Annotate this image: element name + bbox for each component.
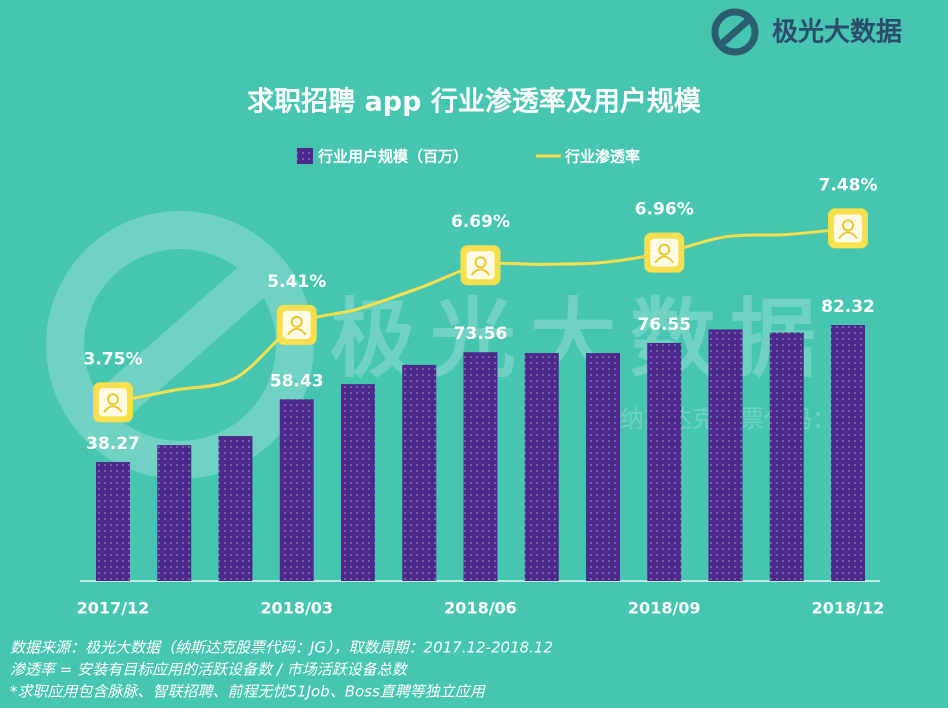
marker-inner (834, 214, 862, 243)
bar (463, 352, 498, 581)
footnote: *求职应用包含脉脉、智联招聘、前程无忧51Job、Boss直聘等独立应用 (10, 683, 487, 701)
x-tick-label: 2018/03 (260, 599, 333, 618)
line-value-label: 7.48% (819, 175, 878, 195)
bar (524, 353, 559, 581)
logo-icon (711, 8, 759, 56)
chart-title: 求职招聘 app 行业渗透率及用户规模 (247, 86, 701, 118)
line-marker (644, 232, 685, 273)
marker-inner (282, 310, 311, 339)
x-tick-label: 2018/09 (628, 599, 701, 618)
marker-icon (838, 231, 858, 240)
line-marker (276, 304, 317, 345)
marker-icon (103, 405, 123, 413)
footnote: 数据来源：极光大数据（纳斯达克股票代码：JG），取数周期：2017.12-201… (10, 639, 553, 657)
bar (96, 461, 130, 581)
line-value-label: 6.69% (451, 212, 510, 232)
bar (341, 384, 375, 581)
bar (708, 329, 743, 581)
bar (402, 364, 437, 581)
plot: 2017/12 2018/03 2018/06 2018/09 2018/12 38.27… (77, 175, 885, 617)
marker-icon (658, 243, 671, 256)
bar (218, 436, 253, 581)
line-value-label: 6.96% (635, 200, 694, 220)
logo-icon (715, 14, 755, 50)
marker-inner (99, 388, 127, 417)
bar (647, 342, 682, 581)
logo: 极光大数据 (711, 8, 902, 56)
marker-inner (650, 238, 679, 267)
line-value-label: 3.75% (84, 349, 143, 369)
x-tick-label: 2018/12 (812, 599, 885, 618)
line-marker (93, 382, 133, 423)
x-tick-label: 2018/06 (444, 599, 517, 618)
marker-icon (107, 393, 119, 406)
bar-value-label: 58.43 (270, 371, 324, 391)
marker-icon (286, 327, 307, 336)
marker-icon (654, 255, 675, 264)
bar (586, 353, 620, 581)
x-tick-label: 2017/12 (77, 599, 150, 618)
marker-icon (470, 268, 491, 276)
marker-icon (290, 315, 303, 328)
marker-icon (842, 219, 854, 232)
bar (279, 399, 314, 581)
line-marker (828, 208, 868, 249)
marker-icon (474, 256, 487, 269)
bar (157, 445, 192, 581)
logo-text: 极光大数据 (772, 18, 902, 48)
legend-label: 行业用户规模（百万） (317, 148, 468, 166)
legend-label: 行业渗透率 (564, 148, 640, 166)
bar-value-label: 73.56 (454, 324, 508, 344)
line-marker (460, 245, 501, 286)
bar (831, 324, 865, 581)
bar-value-label: 38.27 (86, 434, 140, 454)
bar (769, 332, 804, 581)
bar-value-label: 82.32 (821, 297, 875, 317)
line-value-label: 5.41% (267, 272, 326, 292)
footnote: 渗透率 = 安装有目标应用的活跃设备数 / 市场活跃设备总数 (10, 661, 409, 679)
bar-value-label: 76.55 (637, 315, 691, 335)
legend-swatch (297, 148, 313, 164)
marker-inner (466, 251, 495, 280)
